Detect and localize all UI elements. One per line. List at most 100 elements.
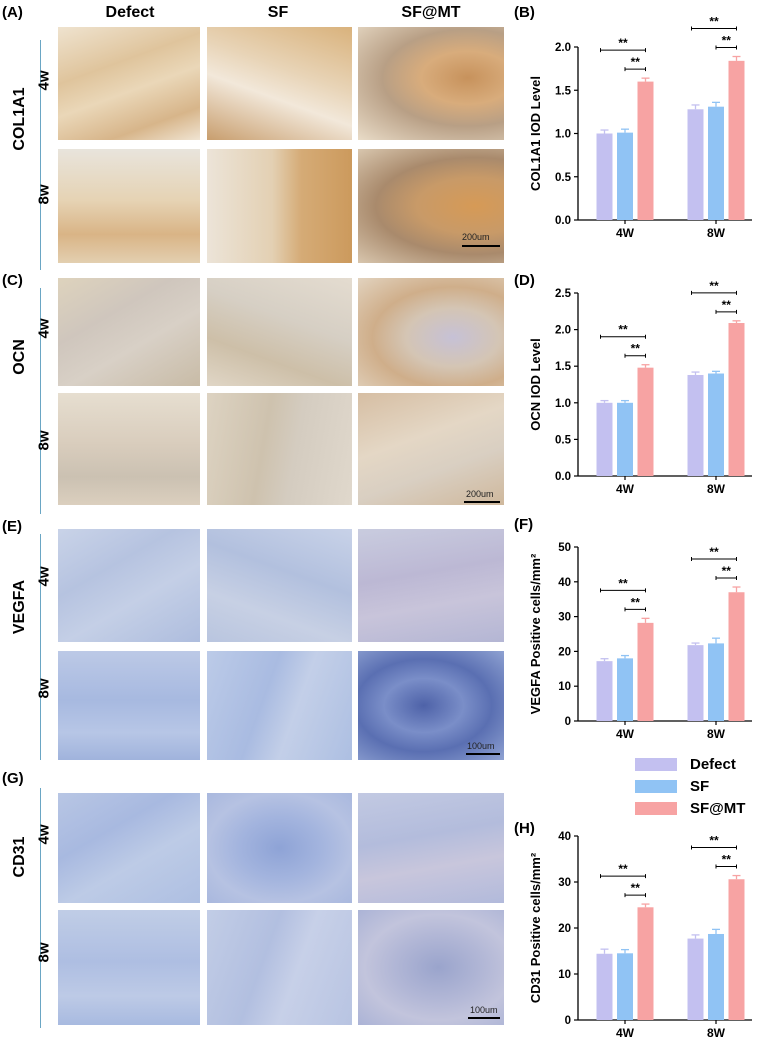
x-tick-label: 4W bbox=[616, 727, 635, 741]
divider-line bbox=[40, 40, 41, 270]
stain-label-ocn: OCN bbox=[11, 339, 28, 375]
significance-label: ** bbox=[722, 564, 732, 578]
bar bbox=[637, 367, 654, 476]
bar bbox=[728, 323, 745, 476]
bar bbox=[687, 374, 704, 476]
y-tick-label: 20 bbox=[558, 923, 571, 935]
micrograph-vegfa-8w-sfmt bbox=[358, 651, 504, 760]
scale-bar bbox=[468, 1017, 500, 1019]
legend-label: SF@MT bbox=[690, 800, 746, 817]
x-tick-label: 8W bbox=[707, 482, 726, 496]
significance-label: ** bbox=[722, 853, 732, 867]
y-tick-label: 0 bbox=[565, 1015, 571, 1027]
significance-label: ** bbox=[618, 36, 628, 50]
scale-bar-label: 200um bbox=[466, 489, 494, 499]
legend-swatch bbox=[635, 780, 677, 793]
significance-label: ** bbox=[709, 834, 719, 848]
significance-label: ** bbox=[709, 279, 719, 293]
micrograph-ocn-4w-sf bbox=[207, 278, 352, 386]
bar bbox=[728, 592, 745, 721]
x-tick-label: 4W bbox=[616, 226, 635, 240]
bar bbox=[617, 132, 633, 220]
micrograph-vegfa-8w-defect bbox=[58, 651, 200, 760]
week-label-8w: 8w bbox=[35, 942, 53, 963]
bar bbox=[637, 622, 654, 721]
micrograph-ocn-4w-sfmt bbox=[358, 278, 504, 386]
significance-label: ** bbox=[618, 862, 628, 876]
bar bbox=[637, 81, 654, 220]
divider-line bbox=[40, 788, 41, 1028]
y-tick-label: 0.0 bbox=[555, 215, 571, 227]
y-tick-label: 2.5 bbox=[555, 288, 572, 300]
bar bbox=[708, 643, 724, 721]
y-axis-label: OCN IOD Level bbox=[528, 338, 543, 430]
bar bbox=[687, 938, 704, 1020]
legend-label: Defect bbox=[690, 756, 736, 773]
micrograph-col1a1-8w-defect bbox=[58, 149, 200, 263]
bar bbox=[596, 953, 613, 1020]
week-label-4w: 4w bbox=[35, 318, 53, 339]
significance-label: ** bbox=[631, 342, 641, 356]
micrograph-col1a1-8w-sfmt bbox=[358, 149, 504, 263]
micrograph-vegfa-4w-sfmt bbox=[358, 529, 504, 642]
panel-letter: (B) bbox=[514, 4, 535, 21]
y-tick-label: 1.5 bbox=[555, 361, 572, 373]
column-header-defect: Defect bbox=[105, 4, 155, 21]
micrograph-col1a1-8w-sf bbox=[207, 149, 352, 263]
significance-label: ** bbox=[618, 576, 628, 590]
micrograph-col1a1-4w-sf bbox=[207, 27, 352, 140]
panel-letter: (H) bbox=[514, 820, 535, 837]
significance-label: ** bbox=[631, 595, 641, 609]
significance-label: ** bbox=[722, 298, 732, 312]
week-label-8w: 8w bbox=[35, 184, 53, 205]
y-axis-label: COL1A1 IOD Level bbox=[528, 76, 543, 191]
bar bbox=[617, 658, 633, 721]
scale-bar bbox=[462, 245, 500, 247]
chart-d-svg: (D) OCN IOD Level 0.0 0.5 1.0 1.5 2.0 2.5 4W 8W **… bbox=[514, 272, 752, 496]
micrograph-ocn-8w-sfmt bbox=[358, 393, 504, 505]
y-axis-label: VEGFA Positive cells/mm² bbox=[528, 553, 543, 714]
micrograph-cd31-8w-defect bbox=[58, 910, 200, 1025]
x-tick-label: 4W bbox=[616, 1026, 635, 1040]
bar bbox=[708, 106, 724, 220]
y-tick-label: 1.0 bbox=[555, 398, 571, 410]
week-label-4w: 4w bbox=[35, 824, 53, 845]
chart-h-svg: (H) CD31 Positive cells/mm² 0 10 20 30 40 4W 8W *… bbox=[514, 820, 752, 1040]
week-label-4w: 4w bbox=[35, 566, 53, 587]
bar bbox=[637, 907, 654, 1020]
micrograph-vegfa-8w-sf bbox=[207, 651, 352, 760]
legend-label: SF bbox=[690, 778, 710, 795]
micrograph-cd31-8w-sfmt bbox=[358, 910, 504, 1025]
panel-letter: (F) bbox=[514, 516, 533, 533]
chart-d: (D) OCN IOD Level 0.0 0.5 1.0 1.5 2.0 2.5 4W 8W **… bbox=[512, 268, 765, 516]
stain-label-col1a1: COL1A1 bbox=[11, 87, 28, 151]
bar bbox=[708, 373, 724, 476]
stain-label-vegfa: VEGFA bbox=[11, 579, 28, 635]
micrograph-vegfa-4w-sf bbox=[207, 529, 352, 642]
y-tick-label: 30 bbox=[558, 877, 571, 889]
micrograph-col1a1-4w-defect bbox=[58, 27, 200, 140]
chart-b-svg: (B) COL1A1 IOD Level 0.0 0.5 1.0 1.5 2.0 4W 8W **… bbox=[514, 4, 752, 240]
chart-f-svg: (F) VEGFA Positive cells/mm² 0 10 20 30 40 50 4W… bbox=[514, 516, 752, 741]
scale-bar bbox=[466, 753, 500, 755]
significance-label: ** bbox=[618, 323, 628, 337]
bar bbox=[728, 879, 745, 1020]
panel-letter-g: (G) bbox=[2, 770, 24, 787]
scale-bar bbox=[464, 501, 500, 503]
y-tick-label: 10 bbox=[558, 681, 571, 693]
y-tick-label: 1.0 bbox=[555, 129, 571, 141]
micrograph-ocn-8w-defect bbox=[58, 393, 200, 505]
week-label-8w: 8w bbox=[35, 678, 53, 699]
panel-letter-e: (E) bbox=[2, 518, 22, 535]
x-tick-label: 8W bbox=[707, 226, 726, 240]
divider-line bbox=[40, 288, 41, 514]
y-tick-label: 30 bbox=[558, 612, 571, 624]
divider-line bbox=[40, 534, 41, 760]
bar bbox=[596, 133, 613, 220]
y-tick-label: 0.5 bbox=[555, 172, 572, 184]
bar bbox=[687, 645, 704, 721]
y-tick-label: 0.0 bbox=[555, 471, 571, 483]
micrograph-cd31-4w-sfmt bbox=[358, 793, 504, 903]
scale-bar-label: 100um bbox=[467, 741, 495, 751]
micrograph-ocn-4w-defect bbox=[58, 278, 200, 386]
